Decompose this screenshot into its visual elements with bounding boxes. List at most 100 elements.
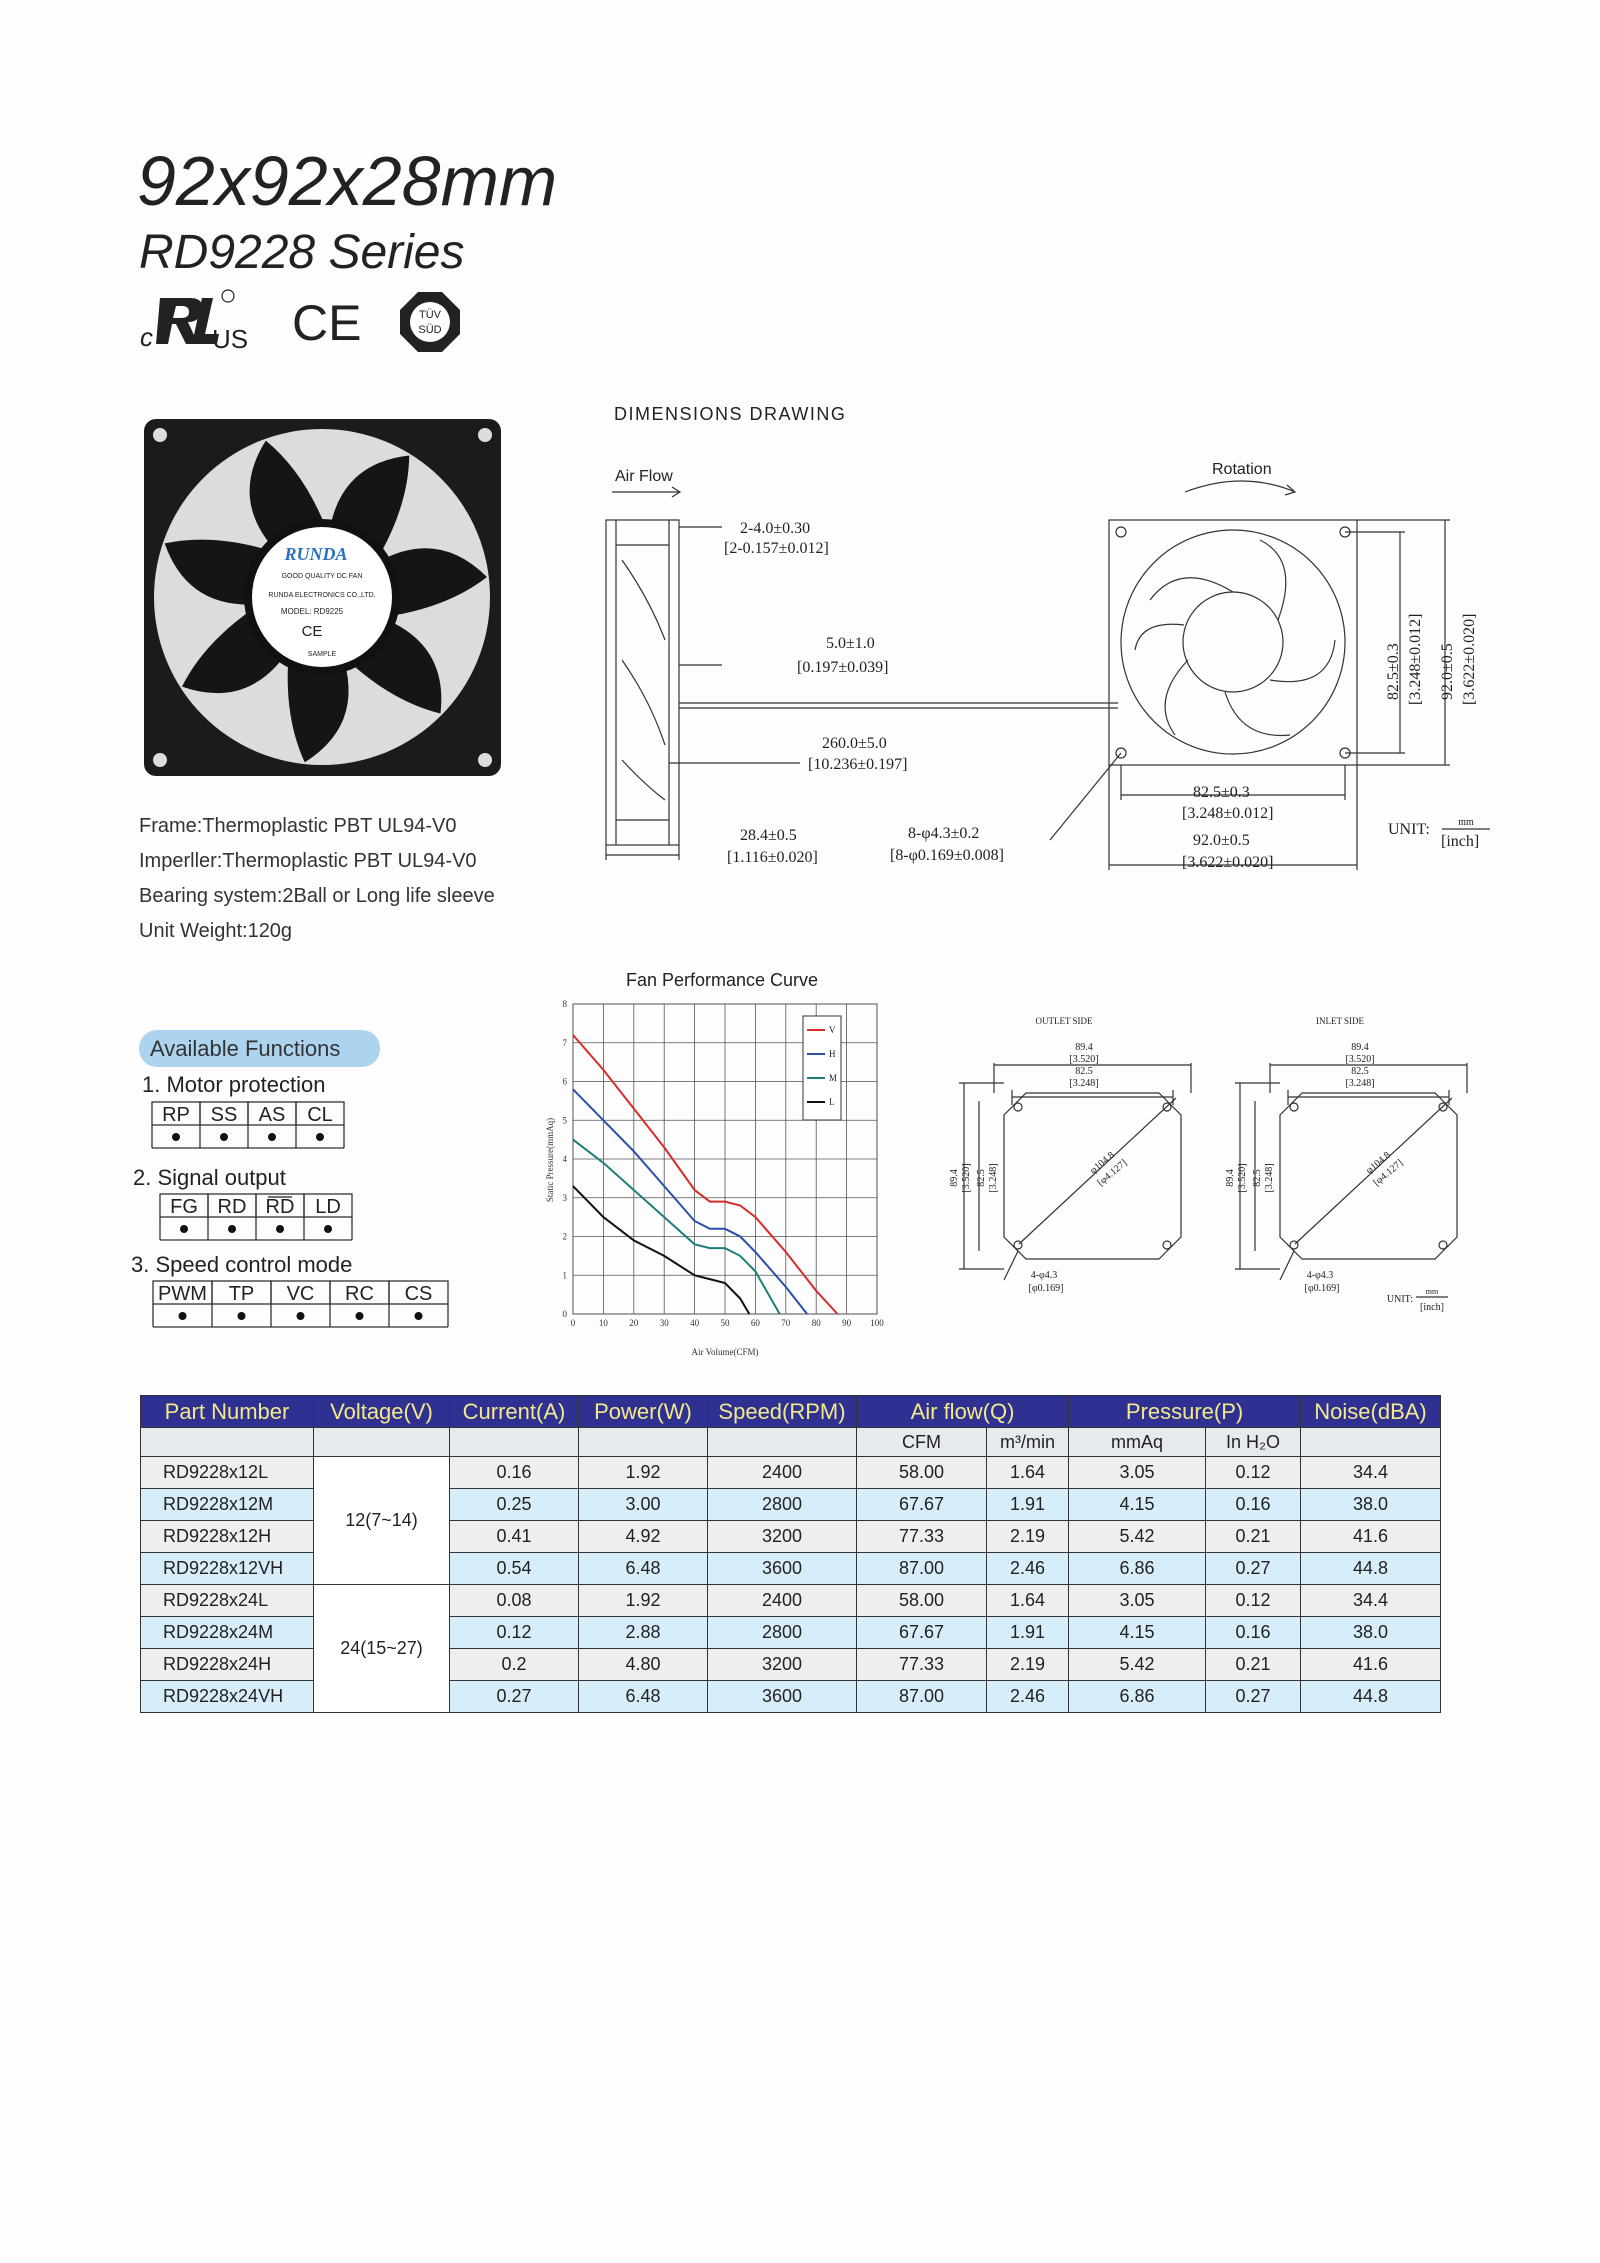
- data-cell: 58.00: [856, 1456, 987, 1489]
- dim-label: 260.0±5.0: [822, 735, 887, 752]
- data-cell: 0.12: [1205, 1584, 1302, 1617]
- data-cell: 4.80: [578, 1648, 708, 1681]
- x-tick-label: 20: [629, 1318, 639, 1328]
- function-cell: [388, 1280, 449, 1305]
- dim-label: [3.248±0.012]: [1407, 614, 1424, 705]
- function-item: CS: [405, 1283, 433, 1305]
- data-cell: 2.88: [578, 1616, 708, 1649]
- front-view-hub: [1182, 591, 1284, 693]
- side-view: [605, 519, 680, 846]
- unit-mm: mm: [1426, 1287, 1439, 1296]
- part-number: RD9228x24M: [140, 1616, 314, 1649]
- function-group-title: 2. Signal output: [133, 1165, 286, 1190]
- x-tick-label: 30: [660, 1318, 670, 1328]
- data-row: RD9228x24L 24(15~27) 0.08 1.92 2400 58.00 1.64…: [140, 1584, 1442, 1713]
- spec-line: Imperller:Thermoplastic PBT UL94-V0: [139, 850, 477, 872]
- data-cell: 44.8: [1300, 1552, 1442, 1585]
- dim-label: [φ0.169]: [1305, 1283, 1340, 1294]
- data-cell: 3.00: [578, 1488, 708, 1521]
- label-mark: CE: [302, 623, 323, 640]
- data-cell: 0.21: [1205, 1520, 1302, 1553]
- dim-label: [3.520]: [1345, 1054, 1374, 1065]
- front-view: [1108, 519, 1358, 766]
- data-cell: 1.64: [985, 1456, 1070, 1489]
- y-tick-label: 8: [563, 999, 568, 1009]
- y-tick-label: 0: [563, 1309, 568, 1319]
- dim-label: 82.5±0.3: [1385, 643, 1402, 700]
- cert-tuv-top: TÜV: [419, 309, 442, 321]
- side-hole: [1013, 1102, 1023, 1112]
- function-dot: [172, 1133, 180, 1141]
- x-axis-label: Air Volume(CFM): [692, 1347, 759, 1357]
- part-number: RD9228x12H: [140, 1520, 314, 1553]
- y-tick-label: 1: [563, 1270, 568, 1280]
- label-model: MODEL: RD9225: [281, 607, 344, 616]
- function-item: VC: [287, 1283, 315, 1305]
- y-tick-label: 5: [563, 1115, 568, 1125]
- data-row: RD9228x12M 0.25 3.00 2800 67.67 1.91 4.15 0.16 3…: [140, 1488, 1442, 1521]
- x-tick-label: 40: [690, 1318, 700, 1328]
- data-cell: 0.54: [449, 1552, 579, 1585]
- series-line: [572, 1185, 751, 1315]
- side-dims: [1235, 1063, 1468, 1281]
- data-cell: 77.33: [856, 1520, 987, 1553]
- unit-mm: mm: [1458, 817, 1474, 828]
- data-cell: 3200: [707, 1520, 857, 1553]
- side-hole: [1289, 1240, 1299, 1250]
- dim-label: [3.520]: [1237, 1163, 1248, 1192]
- mount-hole: [153, 753, 167, 767]
- dim-label: 5.0±1.0: [826, 635, 875, 652]
- voltage-cell: 24(15~27): [313, 1584, 450, 1713]
- cert-tuv-bottom: SÜD: [418, 324, 441, 336]
- front-view-blades: [1134, 539, 1336, 737]
- part-number: RD9228x24VH: [140, 1680, 314, 1713]
- function-item: CL: [307, 1104, 333, 1126]
- function-item: AS: [259, 1104, 286, 1126]
- part-number: RD9228x12L: [140, 1456, 314, 1489]
- dim-label: 89.4: [1075, 1042, 1093, 1053]
- function-item: RD: [218, 1196, 247, 1218]
- spec-line: Unit Weight:120g: [139, 920, 292, 942]
- dim-label: [8-φ0.169±0.008]: [890, 847, 1004, 864]
- subheader-cell: m³/min: [985, 1427, 1070, 1457]
- data-cell: 6.86: [1068, 1552, 1207, 1585]
- dim-label: 89.4: [949, 1169, 960, 1187]
- function-dot: [178, 1312, 187, 1320]
- dim-label: 4-φ4.3: [1307, 1270, 1334, 1281]
- header-cell: Power(W): [578, 1395, 708, 1428]
- dim-label: 4-φ4.3: [1031, 1270, 1058, 1281]
- wire: [679, 702, 1118, 709]
- data-cell: 38.0: [1300, 1488, 1442, 1521]
- subheader-cell: CFM: [856, 1427, 987, 1457]
- data-cell: 0.12: [449, 1616, 579, 1649]
- label-company: RUNDA ELECTRONICS CO.,LTD.: [268, 592, 375, 599]
- side-hole: [1438, 1240, 1448, 1250]
- data-cell: 34.4: [1300, 1456, 1442, 1489]
- cert-ce: CE: [292, 295, 361, 351]
- data-cell: 2400: [707, 1456, 857, 1489]
- unit-label: UNIT:: [1388, 821, 1430, 838]
- cert-ul-mark: [156, 298, 219, 344]
- data-cell: 4.15: [1068, 1488, 1207, 1521]
- data-cell: 44.8: [1300, 1680, 1442, 1713]
- dim-label: 82.5: [976, 1169, 987, 1187]
- y-tick-label: 6: [563, 1077, 568, 1087]
- functions-pill: [139, 1030, 380, 1067]
- side-hole: [1162, 1240, 1172, 1250]
- data-cell: 2.19: [985, 1648, 1070, 1681]
- legend-label: L: [829, 1097, 835, 1107]
- data-cell: 41.6: [1300, 1520, 1442, 1553]
- performance-chart: Fan Performance Curve Air Volume(CFM) St…: [545, 970, 884, 1357]
- x-tick-label: 100: [870, 1318, 884, 1328]
- series-line: [572, 1088, 808, 1315]
- data-cell: 2800: [707, 1616, 857, 1649]
- air-flow-arrow: [612, 486, 682, 498]
- function-dot: [296, 1312, 305, 1320]
- data-cell: 87.00: [856, 1552, 987, 1585]
- unit-label: UNIT:: [1387, 1294, 1413, 1305]
- data-cell: 0.16: [449, 1456, 579, 1489]
- legend-label: M: [829, 1073, 837, 1083]
- data-cell: 4.92: [578, 1520, 708, 1553]
